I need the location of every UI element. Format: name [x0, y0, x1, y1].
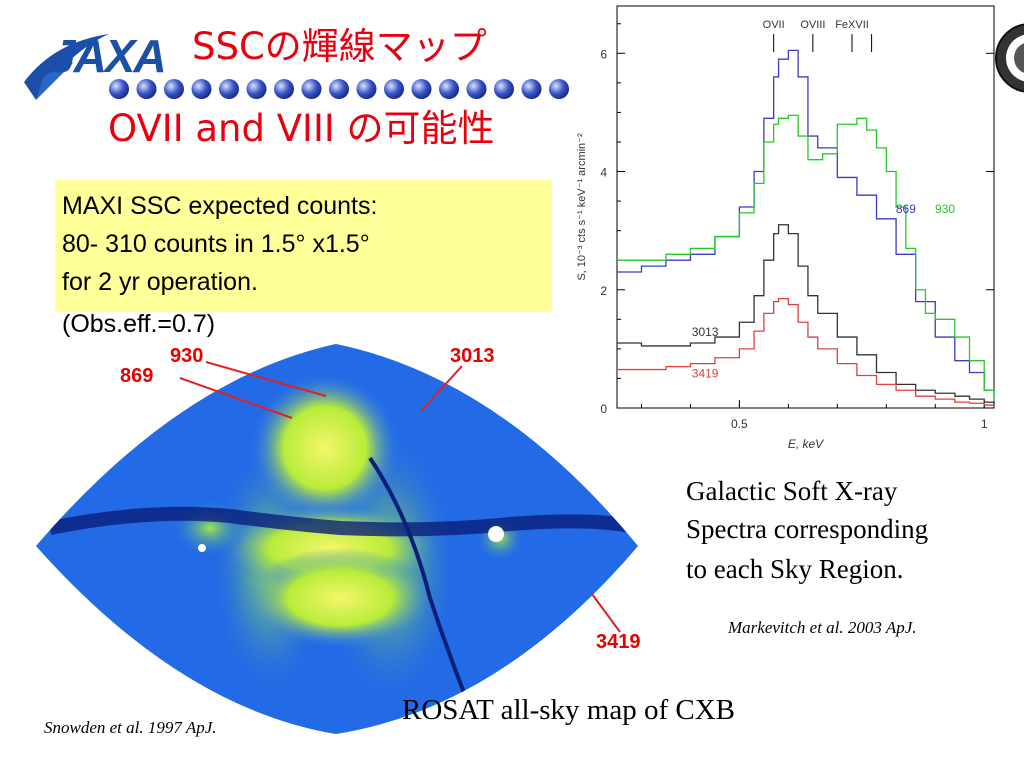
decorative-dot	[384, 79, 404, 99]
decorative-dot	[356, 79, 377, 99]
institution-seal	[990, 0, 1024, 110]
decorative-dot	[191, 79, 212, 99]
series-label: 3419	[692, 366, 719, 380]
series-label: 930	[935, 202, 955, 216]
jaxa-logo: JAXA	[14, 12, 182, 108]
info-line: (Obs.eff.=0.7)	[62, 310, 216, 338]
decorative-dot	[466, 79, 487, 99]
spectrum-chart: 0 2 4 6 0.5 1 E, keV S, 10⁻³ cts s⁻¹ keV⁻¹ arcm…	[573, 0, 995, 452]
info-line: 80- 310 counts in 1.5° x1.5°	[62, 230, 370, 258]
emission-line-label: OVII	[763, 19, 785, 31]
info-box	[55, 180, 552, 312]
emission-line-label: OVIII	[800, 19, 825, 31]
chart-caption-line: to each Sky Region.	[686, 554, 904, 584]
plot-frame	[616, 5, 995, 409]
x-tick-label: 0.5	[731, 417, 748, 431]
series-line-869	[617, 49, 995, 406]
decorative-dot	[411, 79, 432, 99]
decorative-dot-bar	[108, 78, 578, 100]
chart-caption-line: Spectra corresponding	[686, 514, 929, 544]
x-axis-label: E, keV	[788, 437, 824, 451]
decorative-dot	[521, 79, 542, 99]
decorative-dot	[494, 79, 514, 99]
y-tick-label: 0	[600, 402, 607, 416]
map-label: 930	[170, 345, 203, 367]
decorative-dot	[164, 79, 184, 99]
info-line: MAXI SSC expected counts:	[62, 192, 378, 220]
map-label: 869	[120, 365, 153, 387]
decorative-dot	[439, 79, 459, 99]
decorative-dot	[549, 79, 569, 99]
decorative-dot	[246, 79, 267, 99]
emission-line-label: FeXVII	[835, 19, 869, 31]
decorative-dot	[219, 79, 239, 99]
rosat-all-sky-map: 930 869 3013 3419	[30, 338, 642, 738]
slide-title: SSCの輝線マップ	[192, 25, 487, 68]
map-label: 3419	[596, 631, 641, 653]
decorative-dot	[274, 79, 294, 99]
slide-subtitle: OVII and VIII の可能性	[108, 107, 495, 150]
series-line-3013	[617, 224, 995, 406]
y-tick-label: 2	[600, 284, 607, 298]
chart-reference: Markevitch et al. 2003 ApJ.	[728, 618, 917, 637]
map-reference: Snowden et al. 1997 ApJ.	[44, 718, 217, 737]
info-line: for 2 yr operation.	[62, 268, 258, 296]
series-line-3419	[617, 297, 995, 407]
y-tick-label: 6	[600, 47, 607, 61]
map-caption: ROSAT all-sky map of CXB	[402, 694, 735, 726]
series-label: 3013	[692, 325, 719, 339]
series-label: 869	[896, 202, 916, 216]
series-line-930	[617, 114, 995, 406]
decorative-dot	[136, 79, 157, 99]
map-label: 3013	[450, 345, 495, 367]
svg-text:JAXA: JAXA	[50, 30, 165, 82]
decorative-dot	[301, 79, 322, 99]
x-tick-label: 1	[981, 417, 988, 431]
y-axis-label: S, 10⁻³ cts s⁻¹ keV⁻¹ arcmin⁻²	[576, 133, 588, 281]
chart-caption-line: Galactic Soft X-ray	[686, 476, 898, 506]
decorative-dot	[109, 79, 129, 99]
y-tick-label: 4	[600, 166, 607, 180]
decorative-dot	[329, 79, 349, 99]
